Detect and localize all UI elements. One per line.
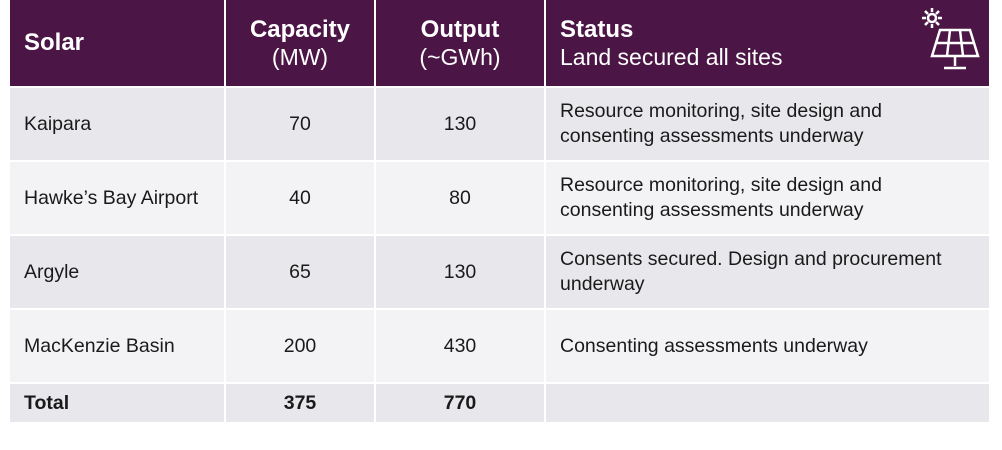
header-subtitle: Land secured all sites — [560, 43, 783, 70]
table-row: Argyle 65 130 Consents secured. Design and … — [10, 234, 991, 309]
site-cell: Hawke’s Bay Airport — [10, 160, 226, 235]
header-title: Capacity — [249, 15, 351, 43]
header-cell: Solar — [10, 0, 226, 87]
number-cell: 40 — [225, 160, 376, 235]
solar-panel-icon — [922, 8, 980, 70]
header-subtitle: (~GWh) — [419, 43, 501, 70]
table-row: Kaipara 70 130 Resource monitoring, site de… — [10, 86, 991, 161]
number-cell: 70 — [225, 86, 376, 161]
header-cell: Capacity (MW) — [225, 0, 376, 87]
header-title: Output — [420, 15, 500, 43]
number-cell: 80 — [375, 160, 546, 235]
empty-cell — [545, 382, 991, 422]
site-cell: MacKenzie Basin — [10, 308, 226, 383]
number-cell: 130 — [375, 234, 546, 309]
total-cell: 770 — [375, 382, 546, 422]
site-cell: Kaipara — [10, 86, 226, 161]
header-subtitle: (MW) — [271, 43, 329, 70]
site-cell: Argyle — [10, 234, 226, 309]
status-cell: Resource monitoring, site design and con… — [545, 86, 991, 161]
status-cell: Resource monitoring, site design and con… — [545, 160, 991, 235]
number-cell: 430 — [375, 308, 546, 383]
total-label: Total — [10, 382, 226, 422]
number-cell: 130 — [375, 86, 546, 161]
header-row: Solar Capacity (MW) Output (~GWh) Status La… — [10, 0, 991, 87]
solar-table: Solar Capacity (MW) Output (~GWh) Status La… — [10, 0, 991, 422]
header-cell: Output (~GWh) — [375, 0, 546, 87]
status-cell: Consenting assessments underway — [545, 308, 991, 383]
header-title: Status — [560, 15, 634, 43]
header-title: Solar — [24, 29, 85, 56]
status-cell: Consents secured. Design and procurement… — [545, 234, 991, 309]
number-cell: 200 — [225, 308, 376, 383]
table-row: MacKenzie Basin 200 430 Consenting assessme… — [10, 308, 991, 383]
total-row: Total 375 770 — [10, 382, 991, 422]
header-cell: Status Land secured all sites — [545, 0, 991, 87]
table-row: Hawke’s Bay Airport 40 80 Resource monitori… — [10, 160, 991, 235]
table-body: Kaipara 70 130 Resource monitoring, site de… — [10, 86, 991, 422]
total-cell: 375 — [225, 382, 376, 422]
number-cell: 65 — [225, 234, 376, 309]
